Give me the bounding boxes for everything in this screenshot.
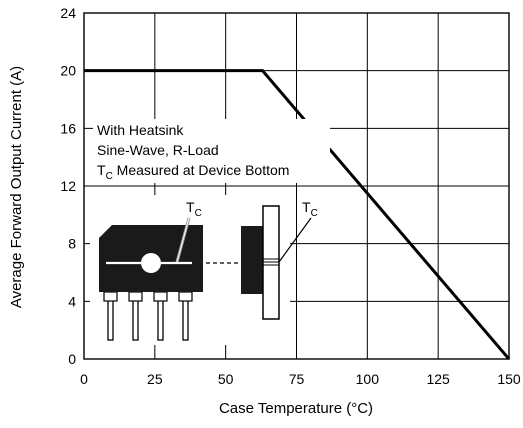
tc-pointer-side <box>278 217 312 263</box>
tc-label-side: TC <box>302 199 318 219</box>
condition-waveform: Sine-Wave, R-Load <box>97 142 219 158</box>
x-tick-label: 0 <box>80 371 88 387</box>
x-tick-label: 100 <box>356 371 380 387</box>
y-tick-label: 20 <box>60 63 76 79</box>
side-body <box>241 226 263 294</box>
y-tick-labels: 0 4 8 12 16 20 24 <box>60 5 76 367</box>
device-illustration: TC TC <box>90 195 318 345</box>
x-tick-labels: 0 25 50 75 100 125 150 <box>80 371 521 387</box>
condition-measurement: TC Measured at Device Bottom <box>97 162 289 182</box>
tc-pointer-front-core <box>176 217 190 263</box>
front-pin-collar-3 <box>153 291 168 302</box>
y-tick-label: 0 <box>68 351 76 367</box>
bridge-rectifier-side-view: TC <box>241 199 318 320</box>
bridge-rectifier-front-view: TC <box>99 199 203 341</box>
conditions-note: With Heatsink Sine-Wave, R-Load TC Measu… <box>93 119 330 183</box>
conditions-backdrop <box>93 119 330 183</box>
y-tick-label: 16 <box>60 120 76 136</box>
x-tick-label: 25 <box>147 371 163 387</box>
front-pin-collar-2 <box>128 291 143 302</box>
front-pin-collar-1 <box>103 291 118 302</box>
plot-frame <box>83 12 510 360</box>
y-tick-label: 12 <box>60 178 76 194</box>
x-tick-label: 150 <box>497 371 521 387</box>
x-axis-label: Case Temperature (°C) <box>219 400 373 417</box>
y-axis-label: Average Forward Output Current (A) <box>8 66 25 308</box>
y-tick-label: 8 <box>68 236 76 252</box>
x-tick-label: 75 <box>289 371 305 387</box>
condition-heatsink: With Heatsink <box>97 122 184 138</box>
derating-curve <box>84 69 511 360</box>
y-tick-label: 24 <box>60 5 76 21</box>
x-tick-label: 50 <box>218 371 234 387</box>
x-tick-label: 125 <box>426 371 450 387</box>
tc-label-front: TC <box>186 199 202 219</box>
y-tick-label: 4 <box>68 293 76 309</box>
mounting-hole <box>141 253 161 273</box>
front-pin-collar-4 <box>178 291 193 302</box>
